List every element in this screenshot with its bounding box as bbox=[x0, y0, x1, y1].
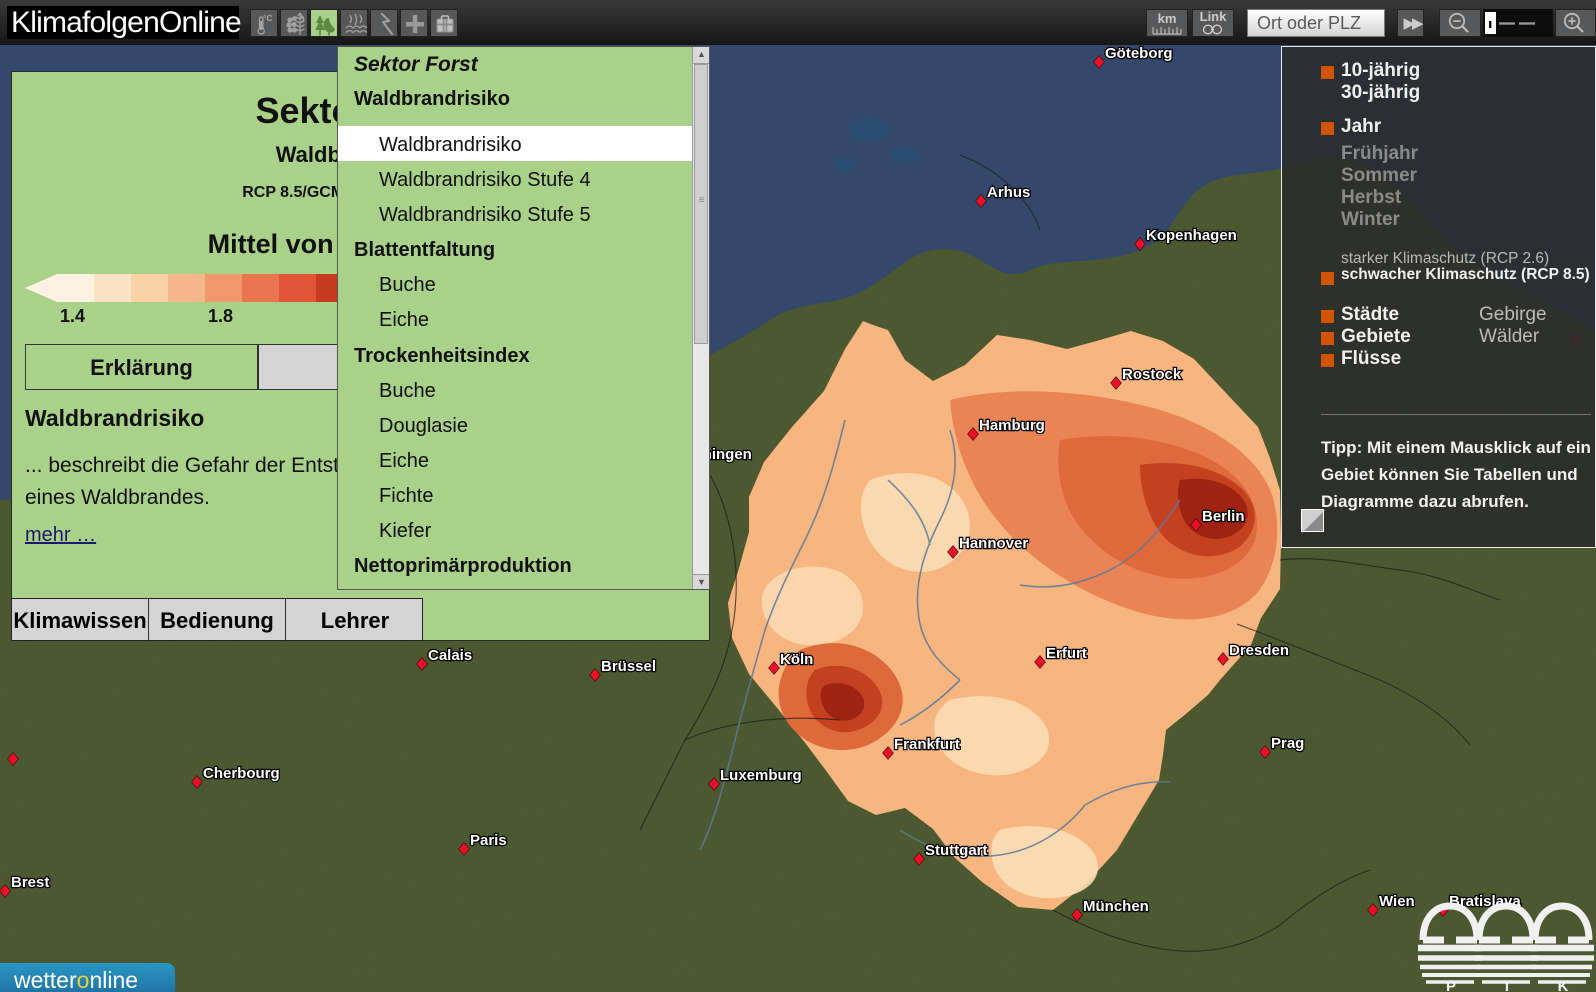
svg-text:K: K bbox=[1558, 978, 1569, 992]
svg-text:I: I bbox=[1505, 978, 1509, 992]
svg-text:Luxemburg: Luxemburg bbox=[720, 767, 802, 784]
svg-text:Arhus: Arhus bbox=[987, 184, 1030, 201]
svg-text:P: P bbox=[1446, 978, 1456, 992]
svg-text:Brest: Brest bbox=[11, 874, 49, 891]
svg-text:Cherbourg: Cherbourg bbox=[203, 765, 280, 782]
svg-text:Brüssel: Brüssel bbox=[601, 658, 656, 675]
svg-text:Erfurt: Erfurt bbox=[1046, 645, 1087, 662]
svg-text:°C: °C bbox=[263, 13, 273, 23]
svg-text:Stuttgart: Stuttgart bbox=[925, 842, 988, 859]
svg-text:Berlin: Berlin bbox=[1202, 508, 1245, 525]
svg-text:Köln: Köln bbox=[780, 651, 813, 668]
svg-text:Dresden: Dresden bbox=[1229, 642, 1289, 659]
svg-text:Hamburg: Hamburg bbox=[979, 417, 1045, 434]
svg-text:Frankfurt: Frankfurt bbox=[894, 736, 960, 753]
svg-text:Rostock: Rostock bbox=[1122, 366, 1182, 383]
svg-text:Calais: Calais bbox=[428, 647, 472, 664]
svg-text:München: München bbox=[1083, 898, 1149, 915]
svg-text:Paris: Paris bbox=[470, 832, 507, 849]
svg-text:Kopenhagen: Kopenhagen bbox=[1146, 227, 1237, 244]
svg-text:Hannover: Hannover bbox=[959, 535, 1028, 552]
svg-text:Prag: Prag bbox=[1271, 735, 1304, 752]
svg-text:Wien: Wien bbox=[1379, 893, 1415, 910]
svg-text:Göteborg: Göteborg bbox=[1105, 45, 1173, 62]
